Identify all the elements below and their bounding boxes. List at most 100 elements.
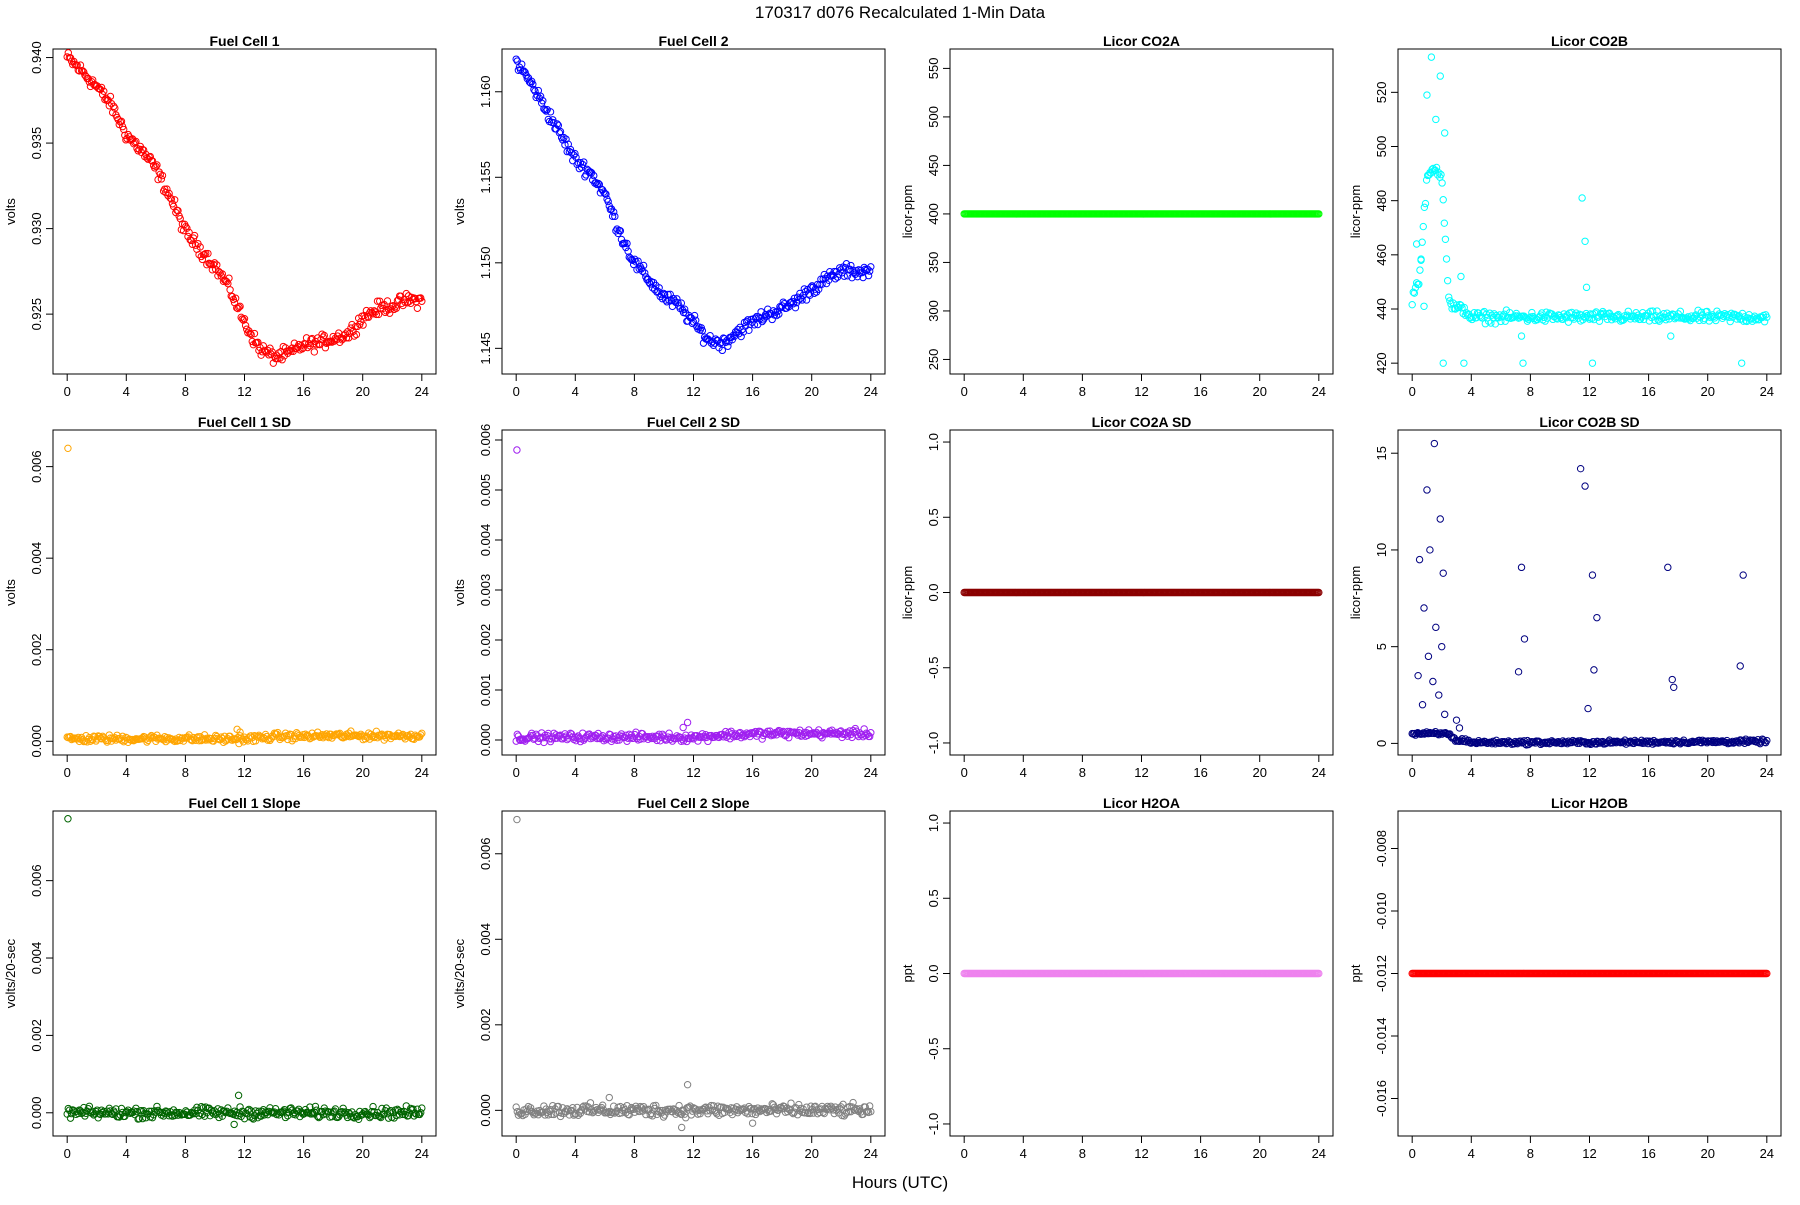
data-point — [80, 68, 88, 76]
data-point — [1693, 314, 1701, 322]
data-point — [213, 261, 221, 269]
data-point — [403, 299, 412, 307]
data-point — [867, 729, 875, 737]
data-point — [594, 179, 602, 188]
data-point — [1514, 668, 1523, 676]
data-point — [380, 736, 388, 744]
panel-11: Licor H2OB 0 4 8 12 16 20 24 -0.016 -0.014 -0.012 -… — [1348, 795, 1782, 1161]
data-point — [100, 87, 108, 95]
data-point — [1440, 219, 1449, 227]
data-point — [844, 1108, 853, 1116]
data-point — [1517, 332, 1526, 340]
x-tick-label: 0 — [961, 1146, 968, 1161]
data-point — [202, 1103, 210, 1111]
y-tick-label: 0.006 — [478, 424, 493, 457]
data-point — [866, 267, 874, 275]
series-points — [960, 969, 1323, 978]
data-point — [1737, 359, 1746, 367]
y-axis-label: volts — [452, 579, 467, 606]
data-point — [110, 102, 118, 111]
data-point — [178, 734, 187, 742]
data-point — [74, 1109, 82, 1118]
data-point — [121, 1112, 129, 1120]
data-point — [1424, 652, 1433, 661]
series-points — [960, 588, 1323, 597]
y-tick-label: 0.006 — [29, 450, 44, 483]
data-point — [1520, 635, 1529, 643]
data-point — [1416, 266, 1424, 274]
x-tick-label: 12 — [237, 765, 251, 780]
data-point — [170, 196, 179, 204]
data-point — [1426, 546, 1434, 554]
data-point — [580, 158, 588, 166]
x-tick-label: 8 — [1079, 384, 1086, 399]
data-point — [1432, 623, 1440, 632]
data-point — [581, 173, 589, 181]
data-point — [202, 249, 210, 258]
data-point — [269, 359, 278, 367]
data-point — [1753, 314, 1761, 322]
data-point — [1408, 300, 1416, 309]
data-point — [624, 247, 632, 255]
data-point — [118, 732, 127, 740]
data-point — [106, 92, 115, 101]
data-point — [334, 1113, 343, 1121]
data-point — [1452, 716, 1461, 724]
data-point — [1412, 240, 1421, 248]
data-point — [1664, 563, 1672, 572]
data-point — [751, 727, 760, 736]
data-point — [1439, 196, 1447, 204]
x-tick-label: 16 — [1193, 1146, 1207, 1161]
data-point — [787, 1099, 795, 1107]
data-point — [311, 1102, 320, 1111]
panel-title: Fuel Cell 1 SD — [198, 414, 291, 430]
x-tick-label: 8 — [1079, 1146, 1086, 1161]
y-tick-label: 0.006 — [29, 864, 44, 897]
data-point — [331, 334, 340, 342]
data-point — [513, 815, 521, 824]
data-point — [561, 141, 569, 149]
data-point — [807, 1102, 815, 1110]
data-point — [1740, 739, 1749, 747]
data-point — [1704, 312, 1712, 320]
data-point — [245, 1105, 253, 1114]
data-point — [249, 1115, 258, 1123]
data-point — [185, 228, 193, 237]
y-tick-label: 15 — [1374, 446, 1389, 460]
data-point — [66, 1114, 75, 1122]
data-point — [679, 723, 687, 732]
data-point — [567, 149, 576, 157]
data-point — [274, 728, 282, 737]
data-point — [721, 727, 730, 736]
data-point — [146, 152, 155, 161]
x-tick-label: 0 — [64, 1146, 71, 1161]
data-point — [1581, 482, 1589, 490]
data-point — [602, 190, 610, 198]
data-point — [97, 83, 106, 92]
data-point — [1482, 310, 1491, 318]
data-point — [532, 93, 540, 102]
data-point — [392, 304, 401, 312]
x-tick-label: 20 — [1700, 384, 1714, 399]
y-tick-label: 440 — [1374, 298, 1389, 320]
data-point — [91, 733, 99, 741]
data-point — [372, 310, 381, 319]
data-point — [612, 227, 620, 235]
data-point — [611, 212, 619, 221]
y-tick-label: 0.002 — [478, 1009, 493, 1042]
data-point — [1667, 332, 1675, 340]
data-point — [660, 290, 669, 299]
x-tick-label: 20 — [1700, 1146, 1714, 1161]
x-tick-label: 20 — [355, 765, 369, 780]
x-tick-label: 16 — [296, 1146, 310, 1161]
data-point — [84, 735, 92, 744]
y-tick-label: 0.006 — [478, 837, 493, 870]
y-tick-label: 0.000 — [29, 725, 44, 758]
panel-title: Licor CO2B SD — [1539, 414, 1639, 430]
data-point — [236, 302, 244, 311]
data-point — [522, 71, 530, 79]
panel-title: Fuel Cell 1 Slope — [188, 795, 300, 811]
data-point — [536, 92, 545, 100]
data-point — [846, 265, 854, 273]
panel-9: Fuel Cell 2 Slope 0 4 8 12 16 20 24 0.000 0.002 0.… — [452, 795, 886, 1161]
